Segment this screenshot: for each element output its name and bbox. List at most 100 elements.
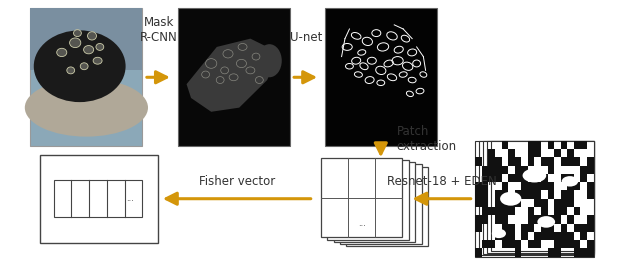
FancyBboxPatch shape <box>541 207 548 215</box>
Text: Mask
R-CNN: Mask R-CNN <box>140 16 177 44</box>
FancyBboxPatch shape <box>561 157 567 166</box>
FancyBboxPatch shape <box>508 232 515 240</box>
FancyBboxPatch shape <box>475 182 482 190</box>
FancyBboxPatch shape <box>31 8 143 146</box>
FancyBboxPatch shape <box>574 141 580 149</box>
FancyBboxPatch shape <box>548 248 554 257</box>
FancyBboxPatch shape <box>482 190 488 199</box>
FancyBboxPatch shape <box>502 207 508 215</box>
FancyBboxPatch shape <box>574 207 580 215</box>
FancyBboxPatch shape <box>567 149 574 157</box>
FancyBboxPatch shape <box>541 215 548 224</box>
FancyBboxPatch shape <box>541 199 548 207</box>
FancyBboxPatch shape <box>508 240 515 248</box>
FancyBboxPatch shape <box>324 8 436 146</box>
FancyBboxPatch shape <box>587 240 594 248</box>
FancyBboxPatch shape <box>561 190 567 199</box>
FancyBboxPatch shape <box>488 166 495 174</box>
Ellipse shape <box>93 57 102 64</box>
Ellipse shape <box>34 30 125 102</box>
FancyBboxPatch shape <box>528 224 534 232</box>
FancyBboxPatch shape <box>482 240 488 248</box>
Ellipse shape <box>500 192 522 206</box>
FancyBboxPatch shape <box>495 207 502 215</box>
FancyBboxPatch shape <box>486 141 594 253</box>
FancyBboxPatch shape <box>333 162 415 242</box>
FancyBboxPatch shape <box>548 224 554 232</box>
FancyBboxPatch shape <box>515 199 521 207</box>
Ellipse shape <box>538 216 555 228</box>
FancyBboxPatch shape <box>567 157 574 166</box>
FancyBboxPatch shape <box>580 174 587 182</box>
Ellipse shape <box>38 41 72 80</box>
FancyBboxPatch shape <box>483 141 594 254</box>
Ellipse shape <box>67 67 75 74</box>
FancyBboxPatch shape <box>482 182 488 190</box>
FancyBboxPatch shape <box>554 248 561 257</box>
FancyBboxPatch shape <box>554 199 561 207</box>
FancyBboxPatch shape <box>528 240 534 248</box>
FancyBboxPatch shape <box>554 232 561 240</box>
FancyBboxPatch shape <box>479 141 594 255</box>
FancyBboxPatch shape <box>327 160 409 240</box>
FancyBboxPatch shape <box>528 157 534 166</box>
Ellipse shape <box>88 32 97 40</box>
FancyBboxPatch shape <box>475 248 482 257</box>
FancyBboxPatch shape <box>31 8 143 70</box>
FancyBboxPatch shape <box>515 166 521 174</box>
FancyBboxPatch shape <box>482 207 488 215</box>
Ellipse shape <box>492 229 506 238</box>
Text: ...: ... <box>126 194 134 203</box>
FancyBboxPatch shape <box>488 174 495 182</box>
FancyBboxPatch shape <box>567 240 574 248</box>
Text: Patch
extraction: Patch extraction <box>397 125 457 153</box>
FancyBboxPatch shape <box>508 207 515 215</box>
FancyBboxPatch shape <box>502 215 508 224</box>
FancyBboxPatch shape <box>488 149 495 157</box>
Ellipse shape <box>84 46 93 54</box>
FancyBboxPatch shape <box>574 240 580 248</box>
FancyBboxPatch shape <box>534 199 541 207</box>
FancyBboxPatch shape <box>488 240 495 248</box>
FancyBboxPatch shape <box>515 190 521 199</box>
FancyBboxPatch shape <box>580 224 587 232</box>
FancyBboxPatch shape <box>495 232 502 240</box>
FancyBboxPatch shape <box>502 141 508 149</box>
FancyBboxPatch shape <box>587 224 594 232</box>
FancyBboxPatch shape <box>541 174 548 182</box>
FancyBboxPatch shape <box>534 240 541 248</box>
FancyBboxPatch shape <box>508 224 515 232</box>
FancyBboxPatch shape <box>502 224 508 232</box>
FancyBboxPatch shape <box>521 232 528 240</box>
FancyBboxPatch shape <box>567 199 574 207</box>
FancyBboxPatch shape <box>521 166 528 174</box>
FancyBboxPatch shape <box>561 232 567 240</box>
FancyBboxPatch shape <box>534 182 541 190</box>
FancyBboxPatch shape <box>548 157 554 166</box>
FancyBboxPatch shape <box>561 240 567 248</box>
FancyBboxPatch shape <box>482 199 488 207</box>
FancyBboxPatch shape <box>475 215 482 224</box>
FancyBboxPatch shape <box>567 182 574 190</box>
FancyBboxPatch shape <box>561 199 567 207</box>
FancyBboxPatch shape <box>561 141 567 149</box>
Ellipse shape <box>562 176 578 187</box>
FancyBboxPatch shape <box>534 215 541 224</box>
FancyBboxPatch shape <box>528 207 534 215</box>
FancyBboxPatch shape <box>574 248 580 257</box>
Ellipse shape <box>522 169 547 182</box>
FancyBboxPatch shape <box>340 164 422 244</box>
FancyBboxPatch shape <box>567 174 574 182</box>
FancyBboxPatch shape <box>528 141 534 149</box>
FancyBboxPatch shape <box>561 224 567 232</box>
FancyBboxPatch shape <box>502 240 508 248</box>
FancyBboxPatch shape <box>490 141 594 251</box>
FancyBboxPatch shape <box>541 224 548 232</box>
FancyBboxPatch shape <box>561 174 567 182</box>
FancyBboxPatch shape <box>515 248 521 257</box>
FancyBboxPatch shape <box>475 224 482 232</box>
FancyBboxPatch shape <box>548 215 554 224</box>
FancyBboxPatch shape <box>482 215 488 224</box>
FancyBboxPatch shape <box>502 166 508 174</box>
FancyBboxPatch shape <box>567 190 574 199</box>
